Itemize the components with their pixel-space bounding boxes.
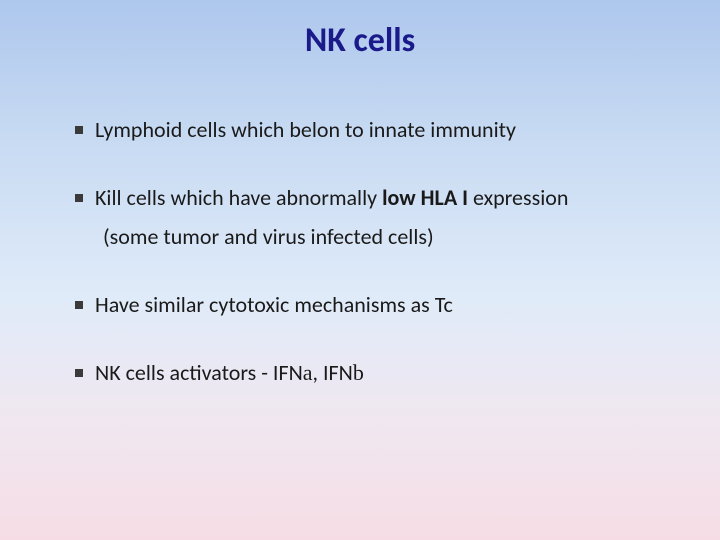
greek-alpha: a xyxy=(303,360,313,385)
bullet-item-4: NK cells activators - IFNa, IFNb xyxy=(75,358,670,388)
bullet-square-icon xyxy=(75,126,83,134)
bullet-item-3: Have similar cytotoxic mechanisms as Tc xyxy=(75,290,670,320)
greek-beta: b xyxy=(353,360,364,385)
bullet-2-post: expression xyxy=(468,184,568,211)
bullet-4-pre: NK cells activators - xyxy=(95,359,273,386)
slide-title: NK cells xyxy=(0,20,720,61)
bullet-2-continuation: (some tumor and virus infected cells) xyxy=(103,222,670,252)
bullet-square-icon xyxy=(75,194,83,202)
ifn-a-label: IFN xyxy=(273,359,303,386)
slide-body: Lymphoid cells which belon to innate imm… xyxy=(75,115,670,387)
slide: NK cells Lymphoid cells which belon to i… xyxy=(0,0,720,540)
bullet-2-bold: low HLA I xyxy=(382,184,468,211)
bullet-text-4: NK cells activators - IFNa, IFNb xyxy=(95,358,670,388)
bullet-square-icon xyxy=(75,301,83,309)
bullet-item-1: Lymphoid cells which belon to innate imm… xyxy=(75,115,670,145)
ifn-sep: , xyxy=(313,359,323,386)
bullet-square-icon xyxy=(75,369,83,377)
bullet-text-2: Kill cells which have abnormally low HLA… xyxy=(95,183,670,213)
bullet-item-2: Kill cells which have abnormally low HLA… xyxy=(75,183,670,213)
bullet-text-3: Have similar cytotoxic mechanisms as Tc xyxy=(95,290,670,320)
ifn-b-label: IFN xyxy=(323,359,353,386)
bullet-text-1: Lymphoid cells which belon to innate imm… xyxy=(95,115,670,145)
bullet-2-pre: Kill cells which have abnormally xyxy=(95,184,382,211)
